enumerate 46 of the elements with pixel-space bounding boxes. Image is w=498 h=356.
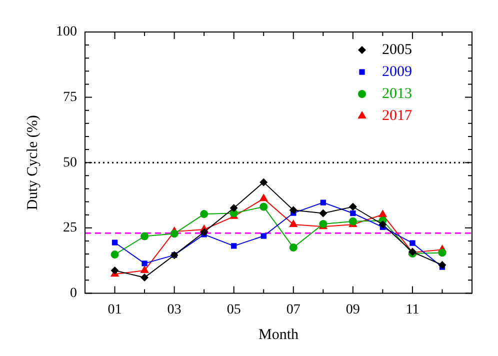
point xyxy=(438,248,446,257)
point xyxy=(140,265,149,273)
y-tick-label: 100 xyxy=(56,24,77,40)
y-tick-label: 75 xyxy=(63,90,77,105)
x-tick-label: 01 xyxy=(108,302,122,318)
point xyxy=(320,200,326,206)
point xyxy=(350,210,356,216)
point xyxy=(200,228,208,236)
point xyxy=(140,274,149,282)
x-tick-label: 07 xyxy=(286,302,300,318)
point xyxy=(378,210,388,218)
point xyxy=(110,266,119,274)
y-tick-label: 50 xyxy=(63,155,77,170)
point xyxy=(289,220,298,228)
x-tick-label: 09 xyxy=(346,302,360,318)
legend-label: 2009 xyxy=(382,64,412,80)
point xyxy=(438,260,446,269)
y-tick-label: 25 xyxy=(63,220,77,236)
point xyxy=(289,206,298,214)
legend-label: 2017 xyxy=(382,108,412,124)
point xyxy=(260,233,266,239)
point xyxy=(112,240,118,246)
point xyxy=(170,230,178,238)
point xyxy=(231,243,237,249)
point xyxy=(200,210,208,218)
point xyxy=(110,250,119,259)
point xyxy=(260,178,268,186)
point xyxy=(319,209,328,218)
y-axis-title: Duty Cycle (%) xyxy=(24,115,41,210)
point xyxy=(348,202,357,211)
point xyxy=(410,240,416,246)
point xyxy=(140,232,149,240)
x-tick-label: 11 xyxy=(406,302,420,318)
point xyxy=(378,220,387,229)
point xyxy=(230,204,238,212)
x-axis-title: Month xyxy=(258,326,299,343)
point xyxy=(142,260,148,266)
point xyxy=(259,194,268,202)
point xyxy=(260,202,268,211)
legend-label: 2013 xyxy=(382,86,412,102)
point xyxy=(289,243,298,252)
x-tick-label: 03 xyxy=(167,302,182,318)
point xyxy=(348,217,357,226)
legend-label: 2005 xyxy=(382,42,412,58)
x-tick-label: 05 xyxy=(226,302,241,318)
y-tick-label: 0 xyxy=(70,286,77,301)
